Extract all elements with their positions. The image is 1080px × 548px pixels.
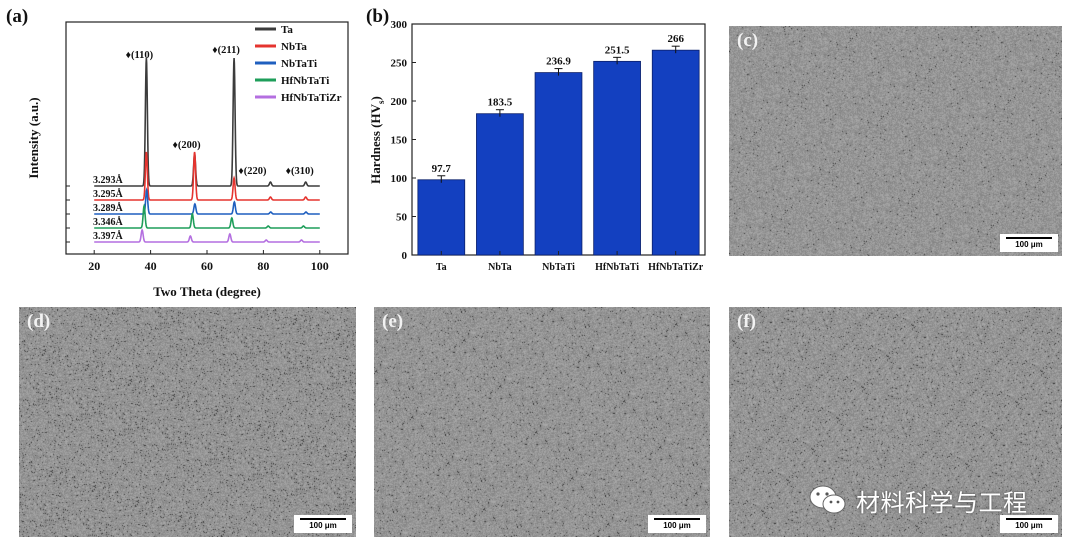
panel-label-f: (f) <box>737 311 756 332</box>
hardness-xtick-label: NbTaTi <box>542 262 575 273</box>
micrograph-c: (c) 100 μm <box>729 26 1062 256</box>
panel-label-b: (b) <box>366 6 390 27</box>
watermark-text: 材料科学与工程 <box>856 488 1028 517</box>
hardness-value-label: 236.9 <box>546 56 571 68</box>
xrd-legend-label: NbTaTi <box>281 58 317 70</box>
hardness-ytick-label: 250 <box>391 58 408 70</box>
xrd-xlabel: Two Theta (degree) <box>153 284 261 299</box>
xrd-xtick-label: 80 <box>257 259 269 273</box>
micrograph-d: (d) 100 μm <box>19 307 356 537</box>
xrd-legend-label: NbTa <box>281 41 307 53</box>
xrd-series-line <box>94 228 320 243</box>
hardness-value-label: 183.5 <box>488 97 513 109</box>
hardness-value-label: 266 <box>667 33 684 45</box>
hardness-xtick-label: NbTa <box>488 262 512 273</box>
xrd-xtick-label: 60 <box>201 259 213 273</box>
hardness-bar <box>593 60 641 256</box>
scale-bar: 100 μm <box>1000 515 1058 533</box>
xrd-lattice-label: 3.295Å <box>93 188 124 200</box>
xrd-xtick-label: 100 <box>311 259 329 273</box>
panel-label-d: (d) <box>27 311 51 332</box>
micrograph-f: (f) 100 μm <box>729 307 1062 537</box>
hardness-bar <box>651 49 700 256</box>
xrd-peak-label: ♦(310) <box>286 166 315 177</box>
hardness-bar <box>417 179 466 256</box>
xrd-xtick-label: 20 <box>88 259 100 273</box>
hardness-value-label: 97.7 <box>432 163 452 175</box>
hardness-bar <box>534 72 583 256</box>
hardness-ytick-label: 50 <box>396 212 408 224</box>
hardness-value-label: 251.5 <box>605 44 630 56</box>
xrd-peak-label: ♦(200) <box>173 140 202 151</box>
hardness-ytick-label: 200 <box>391 96 408 108</box>
wechat-icon <box>809 485 846 514</box>
xrd-legend-label: HfNbTaTiZr <box>281 92 342 104</box>
scale-bar: 100 μm <box>294 515 352 533</box>
xrd-series-line <box>94 57 320 187</box>
xrd-legend-label: HfNbTaTi <box>281 75 329 87</box>
panel-label-c: (c) <box>737 30 759 51</box>
xrd-series-line <box>94 151 320 201</box>
hardness-xtick-label: Ta <box>436 262 447 273</box>
xrd-lattice-label: 3.397Å <box>93 230 124 242</box>
hardness-ytick-label: 150 <box>391 135 408 147</box>
scale-bar: 100 μm <box>1000 234 1058 252</box>
xrd-ylabel: Intensity (a.u.) <box>26 97 41 178</box>
xrd-lattice-label: 3.346Å <box>93 216 124 228</box>
hardness-xtick-label: HfNbTaTi <box>595 262 639 273</box>
panel-label-e: (e) <box>382 311 404 332</box>
xrd-legend-label: Ta <box>281 24 293 36</box>
xrd-peak-label: ♦(211) <box>212 45 240 56</box>
xrd-peak-label: ♦(220) <box>238 166 267 177</box>
xrd-series-line <box>94 187 320 215</box>
hardness-ylabel: Hardness (HVs) <box>368 96 386 184</box>
micrograph-e: (e) 100 μm <box>374 307 710 537</box>
xrd-xtick-label: 40 <box>145 259 157 273</box>
xrd-lattice-label: 3.293Å <box>93 174 124 186</box>
hardness-ytick-label: 0 <box>402 250 408 262</box>
xrd-peak-label: ♦(110) <box>126 50 154 61</box>
xrd-lattice-label: 3.289Å <box>93 202 124 214</box>
hardness-ytick-label: 100 <box>391 173 408 185</box>
hardness-bar <box>476 113 524 256</box>
scale-bar: 100 μm <box>648 515 706 533</box>
watermark: 材料科学与工程 <box>808 478 1028 522</box>
xrd-chart: 20 40 60 80 100 Ta NbTa NbTaTi HfNbTaTi HfNbTaTi… <box>26 21 349 299</box>
hardness-chart: 0 50 100 150 200 250 300 97.7 183.5 236.9 251.5 26… <box>368 19 706 273</box>
xrd-series-line <box>94 203 320 229</box>
hardness-xtick-label: HfNbTaTiZr <box>648 262 704 273</box>
hardness-ytick-label: 300 <box>391 19 408 31</box>
panel-label-a: (a) <box>6 6 29 27</box>
